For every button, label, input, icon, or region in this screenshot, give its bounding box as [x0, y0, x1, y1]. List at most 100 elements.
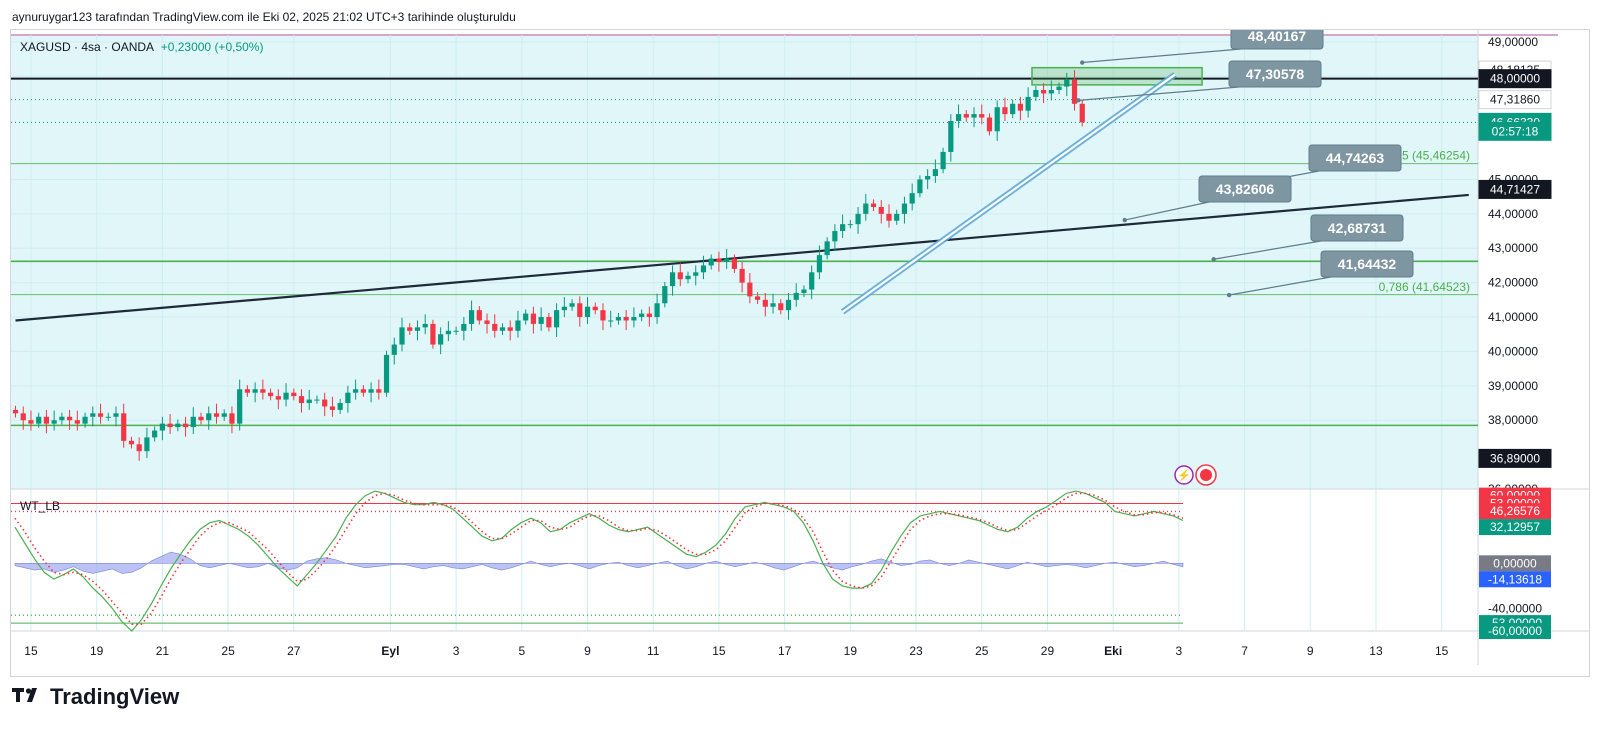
candle-body	[809, 272, 815, 290]
time-axis-tick: 27	[287, 644, 301, 658]
candle-body	[1010, 103, 1016, 115]
time-axis-tick: 5	[518, 644, 525, 658]
callout-anchor-dot	[1076, 98, 1081, 103]
callout-pointer	[1213, 240, 1322, 260]
candle-body	[971, 114, 977, 118]
time-axis-tick: 15	[1435, 644, 1449, 658]
candle-body	[376, 389, 382, 393]
chart-canvas[interactable]: 5 (45,46254) 0,786 (41,64523) 48,40167 47,3…	[11, 30, 1589, 676]
lightning-event-icon-glyph: ⚡	[1177, 469, 1191, 482]
indicator-axis-label-bg	[1479, 555, 1551, 572]
candle-body	[994, 107, 1000, 132]
candle-body	[832, 231, 838, 242]
indicator-axis-label-bg	[1479, 623, 1551, 639]
candle-body	[1071, 79, 1078, 104]
time-axis-tick: 13	[1369, 644, 1383, 658]
indicator-pane-background	[11, 490, 1478, 631]
candle-body	[337, 403, 343, 410]
chart-frame[interactable]: 5 (45,46254) 0,786 (41,64523) 48,40167 47,3…	[10, 29, 1590, 677]
symbol-label: XAGUSD · 4sa · OANDA	[20, 40, 154, 54]
candle-body	[1002, 107, 1008, 115]
candle-body	[67, 416, 73, 421]
candle-body	[739, 268, 745, 283]
time-axis-tick: 3	[453, 644, 460, 658]
callout-box	[1308, 144, 1402, 172]
candle-body	[1079, 103, 1085, 123]
candle-body	[577, 303, 583, 318]
price-axis-label-bg	[1478, 69, 1552, 89]
candle-body	[453, 330, 459, 332]
candle-body	[322, 399, 328, 407]
candle-body	[368, 389, 374, 393]
symbol-legend[interactable]: XAGUSD · 4sa · OANDA +0,23000 (+0,50%)	[20, 40, 263, 54]
candle-body	[793, 292, 799, 300]
candle-body	[770, 303, 776, 307]
candle-body	[708, 258, 714, 266]
candle-body	[909, 193, 915, 204]
candle-body	[36, 416, 42, 424]
candle-body	[121, 413, 127, 441]
candle-body	[144, 437, 150, 452]
candle-body	[175, 423, 181, 428]
candle-body	[353, 389, 359, 393]
candle-body	[669, 272, 676, 287]
callout-box	[1320, 250, 1414, 278]
candle-body	[878, 206, 884, 214]
main-trendline	[15, 193, 1469, 322]
candle-body	[1025, 96, 1031, 111]
price-change: +0,23000 (+0,50%)	[160, 40, 264, 54]
candle-body	[855, 213, 861, 225]
candle-body	[963, 114, 969, 118]
candle-body	[747, 282, 753, 297]
candle-body	[499, 327, 506, 331]
candle-body	[631, 317, 637, 321]
candle-body	[507, 327, 513, 331]
candle-body	[314, 399, 320, 401]
candle-body	[584, 306, 591, 318]
candle-body	[468, 310, 475, 324]
candle-body	[438, 334, 444, 345]
tradingview-logo-icon	[12, 684, 42, 710]
candle-body	[12, 409, 19, 414]
candle-body	[414, 327, 421, 331]
candle-body	[986, 117, 993, 132]
time-axis-tick: 9	[584, 644, 591, 658]
time-axis-tick: 15	[24, 644, 38, 658]
indicator-axis-label-bg	[1479, 519, 1551, 536]
candle-body	[90, 413, 96, 417]
price-axis-tick: 43,00000	[1488, 241, 1538, 255]
candle-body	[925, 176, 931, 180]
candle-body	[59, 416, 65, 421]
candle-body	[948, 120, 954, 152]
time-axis-tick: 17	[778, 644, 792, 658]
candle-body	[136, 444, 142, 452]
candle-body	[391, 344, 397, 355]
candle-body	[546, 317, 552, 328]
candle-body	[801, 289, 807, 293]
candle-body	[20, 413, 26, 421]
callout-anchor-dot	[1211, 257, 1216, 262]
tradingview-brand[interactable]: TradingView	[12, 684, 179, 710]
candle-body	[360, 389, 366, 393]
candle-body	[383, 354, 390, 393]
candle-body	[561, 306, 567, 311]
candle-body	[515, 320, 521, 331]
candle-body	[159, 423, 165, 431]
candle-body	[639, 313, 645, 318]
attribution-text: aynuruygar123 tarafından TradingView.com…	[12, 10, 516, 24]
candle-body	[870, 203, 877, 207]
candle-body	[592, 306, 598, 311]
price-axis-label: 47,31860	[1490, 93, 1540, 107]
candle-body	[932, 169, 938, 177]
candle-body	[430, 323, 436, 345]
time-axis-tick: Eki	[1104, 644, 1122, 658]
indicator-legend[interactable]: WT_LB	[20, 499, 61, 513]
candle-body	[569, 303, 575, 307]
indicator-axis-label: 32,12957	[1490, 520, 1540, 534]
candle-body	[700, 265, 707, 273]
candle-body	[847, 224, 853, 226]
candle-body	[229, 413, 235, 424]
candle-body	[662, 286, 668, 304]
callout-pointer	[1082, 48, 1242, 64]
candle-body	[82, 416, 88, 424]
